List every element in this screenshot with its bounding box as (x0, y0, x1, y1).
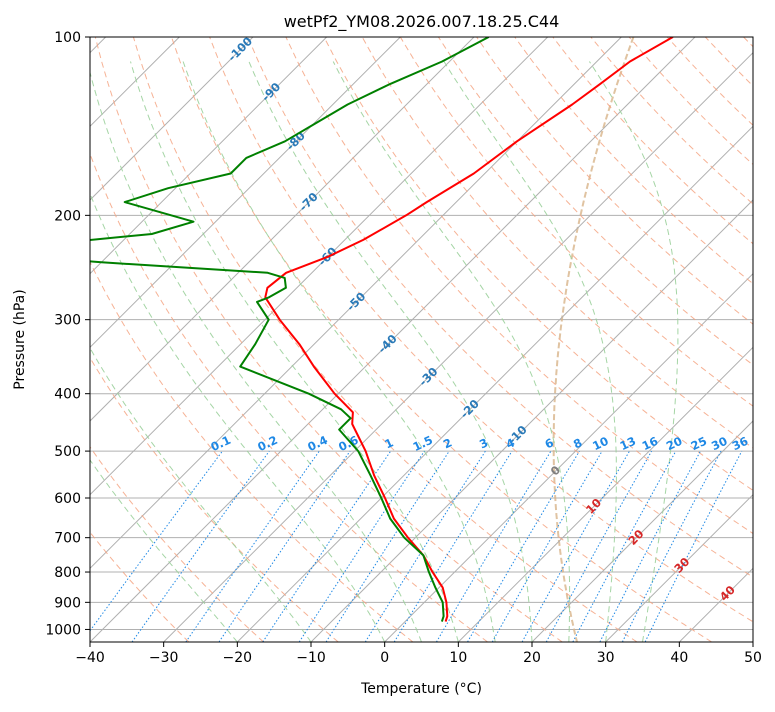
y-tick-label: 300 (54, 313, 81, 329)
y-tick-label: 100 (54, 30, 81, 46)
x-tick-label: −30 (149, 650, 179, 666)
x-tick-label: −20 (223, 650, 253, 666)
y-tick-label: 800 (54, 565, 81, 581)
x-tick-label: 20 (523, 650, 541, 666)
chart-title: wetPf2_YM08.2026.007.18.25.C44 (284, 12, 560, 32)
y-tick-label: 600 (54, 491, 81, 507)
y-tick-label: 700 (54, 531, 81, 547)
x-tick-label: 40 (670, 650, 688, 666)
x-axis-label: Temperature (°C) (360, 681, 482, 697)
y-tick-label: 1000 (45, 622, 81, 638)
y-tick-label: 200 (54, 208, 81, 224)
x-tick-label: 10 (449, 650, 467, 666)
y-tick-label: 500 (54, 444, 81, 460)
x-tick-label: −10 (296, 650, 326, 666)
x-tick-label: −40 (75, 650, 105, 666)
y-axis-label: Pressure (hPa) (12, 289, 28, 389)
x-tick-label: 50 (744, 650, 762, 666)
x-tick-label: 30 (597, 650, 615, 666)
x-tick-label: 0 (380, 650, 389, 666)
y-tick-label: 400 (54, 387, 81, 403)
y-tick-label: 900 (54, 595, 81, 611)
